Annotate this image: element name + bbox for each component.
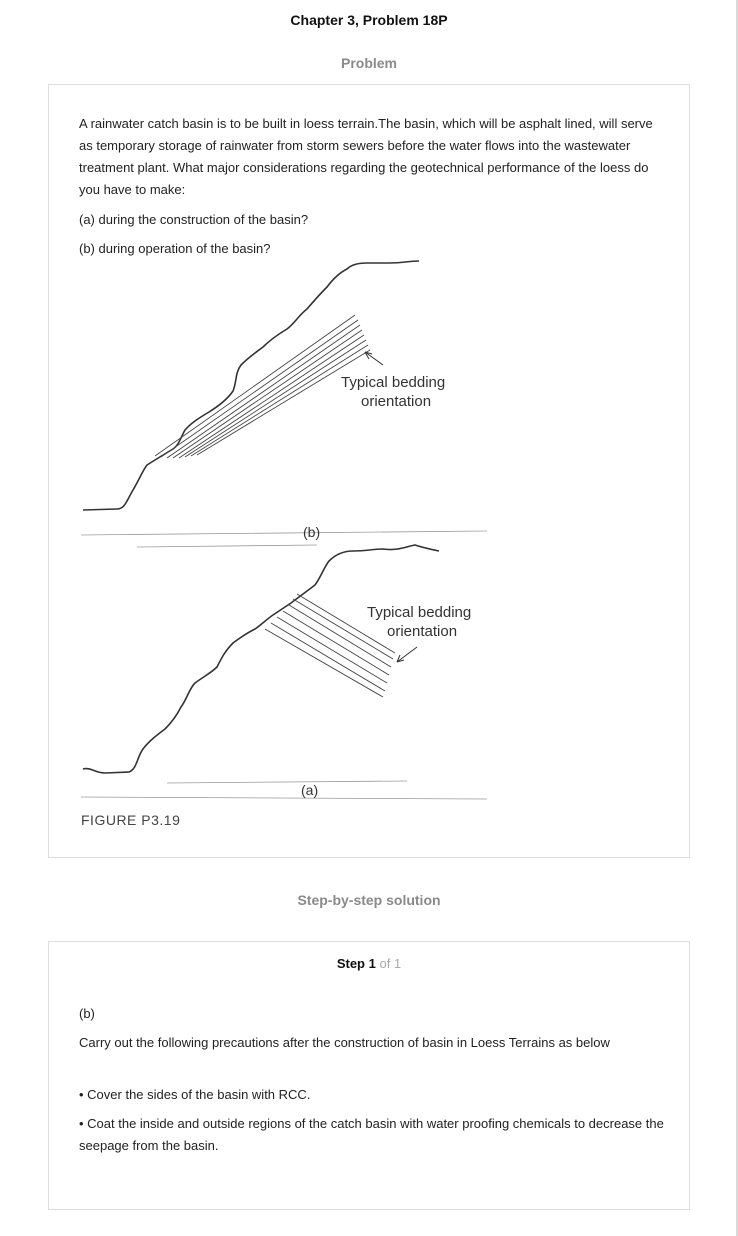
figure-b-arrow (364, 351, 384, 366)
figure-b-label-line2: orientation (361, 393, 431, 410)
solution-bullet-2: • Coat the inside and outside regions of… (79, 1116, 664, 1153)
problem-part-a: (a) during the construction of the basin… (79, 212, 309, 227)
page-title: Chapter 3, Problem 18P (290, 12, 448, 28)
figure-a-bedding-lines (264, 593, 396, 698)
step-indicator: Step 1 of 1 (49, 956, 689, 971)
figure-b-sublabel: (b) (303, 524, 320, 540)
figure-a-label-line1: Typical bedding (367, 604, 471, 621)
solution-bullet-1: • Cover the sides of the basin with RCC. (79, 1087, 311, 1102)
figure-a-label-line2: orientation (387, 623, 457, 640)
problem-heading: Problem (340, 55, 397, 71)
figure-a-arrow (396, 646, 418, 663)
figure-b-bedding-lines (154, 314, 371, 459)
page-right-border (736, 0, 738, 1236)
figure-a-slope (82, 544, 440, 774)
problem-card: A rainwater catch basin is to be built i… (48, 84, 690, 858)
figure-b-ground (80, 530, 488, 548)
figure-b-label-line1: Typical bedding (341, 374, 445, 391)
figure-p3-19: Typical bedding orientation (b) Typical … (80, 260, 488, 828)
problem-part-b: (b) during operation of the basin? (79, 241, 271, 256)
step-label: Step 1 (336, 956, 376, 971)
solution-heading: Step-by-step solution (297, 892, 441, 908)
problem-statement: A rainwater catch basin is to be built i… (79, 116, 653, 197)
solution-card: Step 1 of 1 (b) Carry out the following … (48, 941, 690, 1210)
figure-a-ground (80, 780, 488, 800)
figure-caption: FIGURE P3.19 (81, 812, 180, 828)
solution-intro: Carry out the following precautions afte… (79, 1035, 610, 1050)
solution-part: (b) (79, 1006, 95, 1021)
figure-b-slope (82, 260, 420, 511)
figure-a-sublabel: (a) (301, 782, 318, 798)
step-of: of 1 (379, 956, 402, 971)
